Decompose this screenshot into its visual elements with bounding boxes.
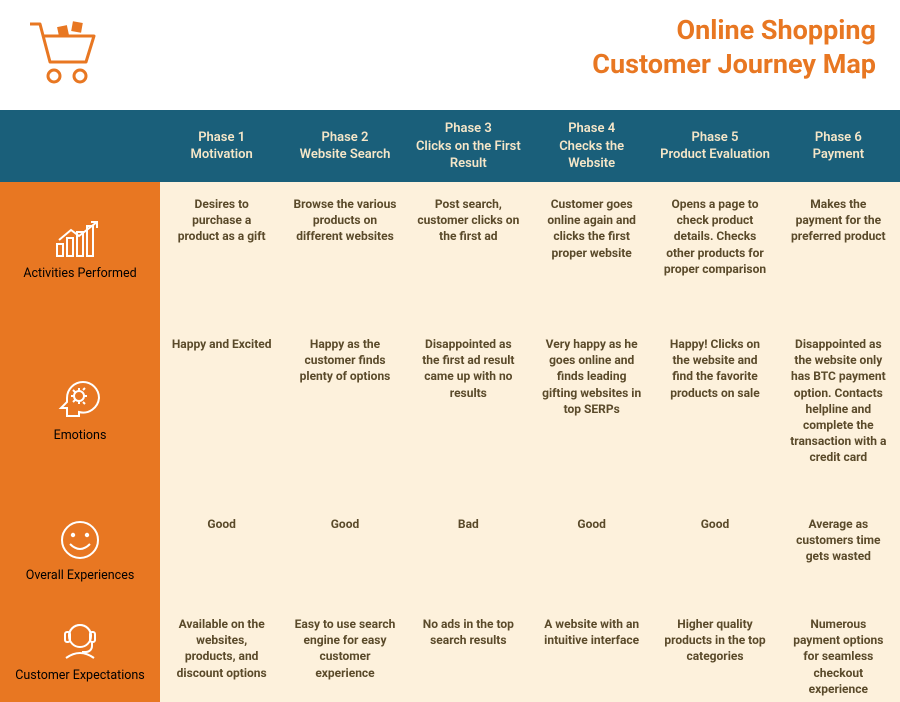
page-header: Online Shopping Customer Journey Map: [0, 0, 900, 110]
cell-r2-c5: Happy! Clicks on the website and find th…: [653, 322, 776, 502]
shopping-cart-icon: [24, 14, 104, 92]
phase-label: Clicks on the First Result: [413, 138, 524, 173]
sidebar-emotions: Emotions: [0, 322, 160, 502]
cell-r3-c5: Good: [653, 502, 776, 602]
cell-r1-c5: Opens a page to check product details. C…: [653, 182, 776, 322]
cell-r2-c4: Very happy as he goes online and finds l…: [530, 322, 653, 502]
cell-r1-c6: Makes the payment for the preferred prod…: [777, 182, 900, 322]
cell-r2-c3: Disappointed as the first ad result came…: [407, 322, 530, 502]
sidebar-activities: Activities Performed: [0, 182, 160, 322]
phases-header: Phase 1 Motivation Phase 2 Website Searc…: [0, 110, 900, 182]
cell-r4-c2: Easy to use search engine for easy custo…: [283, 602, 406, 702]
phase-num: Phase 6: [783, 129, 894, 147]
cell-r4-c3: No ads in the top search results: [407, 602, 530, 702]
cell-r1-c1: Desires to purchase a product as a gift: [160, 182, 283, 322]
support-icon: [56, 618, 104, 662]
phase-num: Phase 3: [413, 120, 524, 138]
phase-col-2: Phase 2 Website Search: [283, 110, 406, 183]
cell-r3-c2: Good: [283, 502, 406, 602]
phase-col-4: Phase 4 Checks the Website: [530, 110, 653, 183]
phase-col-3: Phase 3 Clicks on the First Result: [407, 110, 530, 183]
cell-r4-c1: Available on the websites, products, and…: [160, 602, 283, 702]
title-line-1: Online Shopping: [592, 14, 876, 48]
cell-r2-c6: Disappointed as the website only has BTC…: [777, 322, 900, 502]
cell-r1-c2: Browse the various products on different…: [283, 182, 406, 322]
phase-num: Phase 5: [659, 129, 770, 147]
cell-r2-c2: Happy as the customer finds plenty of op…: [283, 322, 406, 502]
cell-r3-c3: Bad: [407, 502, 530, 602]
phase-label: Motivation: [166, 146, 277, 164]
phase-col-5: Phase 5 Product Evaluation: [653, 110, 776, 183]
sidebar-label: Overall Experiences: [26, 568, 135, 584]
cart-logo: [24, 14, 104, 96]
title-line-2: Customer Journey Map: [592, 48, 876, 82]
phase-num: Phase 4: [536, 120, 647, 138]
cell-r2-c1: Happy and Excited: [160, 322, 283, 502]
phase-label: Payment: [783, 146, 894, 164]
cell-r3-c1: Good: [160, 502, 283, 602]
brain-gear-icon: [55, 378, 105, 422]
phase-col-1: Phase 1 Motivation: [160, 110, 283, 183]
chart-up-icon: [53, 220, 107, 260]
phase-num: Phase 2: [289, 129, 400, 147]
sidebar-expectations: Customer Expectations: [0, 602, 160, 702]
phase-label: Website Search: [289, 146, 400, 164]
sidebar-label: Customer Expectations: [15, 668, 145, 684]
cell-r4-c5: Higher quality products in the top categ…: [653, 602, 776, 702]
cell-r4-c4: A website with an intuitive interface: [530, 602, 653, 702]
phase-label: Product Evaluation: [659, 146, 770, 164]
cell-r1-c4: Customer goes online again and clicks th…: [530, 182, 653, 322]
cell-r1-c3: Post search, customer clicks on the firs…: [407, 182, 530, 322]
smile-icon: [58, 518, 102, 562]
page-title: Online Shopping Customer Journey Map: [592, 14, 876, 82]
phases-spacer: [0, 110, 160, 183]
cell-r3-c6: Average as customers time gets wasted: [777, 502, 900, 602]
sidebar-experiences: Overall Experiences: [0, 502, 160, 602]
sidebar-label: Activities Performed: [23, 266, 136, 282]
cell-r4-c6: Numerous payment options for seamless ch…: [777, 602, 900, 702]
phase-label: Checks the Website: [536, 138, 647, 173]
journey-grid: Activities Performed Desires to purchase…: [0, 182, 900, 702]
cell-r3-c4: Good: [530, 502, 653, 602]
sidebar-label: Emotions: [54, 428, 107, 444]
phase-num: Phase 1: [166, 129, 277, 147]
phase-col-6: Phase 6 Payment: [777, 110, 900, 183]
